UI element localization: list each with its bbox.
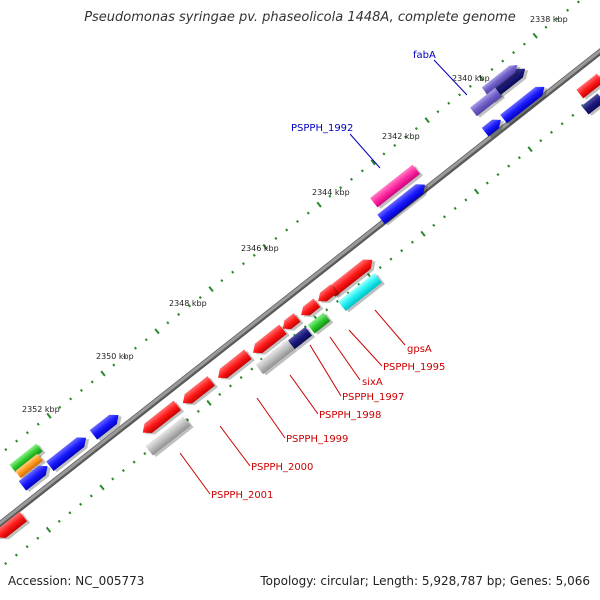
gene-PSPPH_1992[interactable] (370, 164, 423, 210)
genome-backbone (0, 48, 600, 528)
connector-PSPPH_1992 (349, 133, 381, 169)
tick-label-2344: 2344 kbp (312, 188, 350, 197)
accession-text: Accession: NC_005773 (8, 574, 145, 588)
tick-label-2338: 2338 kbp (530, 15, 568, 24)
tick-label-2342: 2342 kbp (382, 132, 420, 141)
gene-PSPPH_1995[interactable] (315, 284, 341, 308)
gene-green-2348[interactable] (307, 312, 334, 336)
gene-label-sixA[interactable]: sixA (362, 377, 383, 388)
gene-label-fabA[interactable]: fabA (413, 50, 436, 61)
gene-blue-2352[interactable] (89, 409, 126, 442)
gene-red-2350[interactable] (214, 349, 255, 385)
connector-sixA (329, 336, 361, 381)
gene-red-2352[interactable] (139, 400, 185, 440)
gene-blue-2353[interactable] (46, 432, 93, 473)
gene-label-PSPPH_1992[interactable]: PSPPH_1992 (291, 123, 353, 134)
tick-label-2348: 2348 kbp (169, 299, 207, 308)
gene-blue-small-2340[interactable] (481, 115, 508, 139)
tick-label-2350: 2350 kbp (96, 352, 134, 361)
tick-row-upper (4, 0, 580, 452)
tick-label-2346: 2346 kbp (241, 244, 279, 253)
gene-red-2346[interactable] (327, 254, 379, 299)
gene-label-PSPPH_1999[interactable]: PSPPH_1999 (286, 434, 348, 445)
gene-labels: fabA PSPPH_1992 gpsA PSPPH_1995 sixA PSP… (211, 50, 445, 501)
gene-gpsA[interactable] (338, 272, 385, 313)
map-title: Pseudomonas syringae pv. phaseolicola 14… (84, 10, 516, 25)
gene-features (0, 61, 600, 545)
gene-PSPPH_1998[interactable] (249, 324, 290, 360)
tick-labels: 2338 kbp 2340 kbp 2342 kbp 2344 kbp 2346… (22, 15, 568, 414)
gene-blue-left[interactable] (18, 460, 55, 493)
genome-summary-text: Topology: circular; Length: 5,928,787 bp… (260, 574, 590, 588)
gene-sixA[interactable] (280, 312, 304, 335)
gene-PSPPH_1999[interactable] (255, 339, 298, 376)
gene-purple-block[interactable] (470, 87, 506, 119)
gene-label-PSPPH_2000[interactable]: PSPPH_2000 (251, 462, 313, 473)
gene-blue-2340[interactable] (500, 82, 551, 126)
connector-PSPPH_1998 (289, 374, 319, 415)
gene-navy-edge[interactable] (581, 93, 600, 117)
connector-PSPPH_1999 (256, 397, 286, 439)
connector-PSPPH_1995 (348, 329, 383, 367)
connector-fabA (433, 59, 468, 96)
tick-label-2340: 2340 kbp (452, 74, 490, 83)
gene-green-left[interactable] (9, 443, 46, 475)
gene-label-gpsA[interactable]: gpsA (407, 344, 432, 355)
gene-PSPPH_2001[interactable] (145, 416, 194, 458)
gene-PSPPH_2000[interactable] (179, 375, 218, 410)
gene-label-PSPPH_2001[interactable]: PSPPH_2001 (211, 490, 273, 501)
gene-label-PSPPH_1995[interactable]: PSPPH_1995 (383, 362, 445, 373)
gene-label-PSPPH_1997[interactable]: PSPPH_1997 (342, 392, 404, 403)
gene-fabA-purple[interactable] (481, 61, 524, 97)
gene-red-left-edge[interactable] (0, 511, 31, 545)
connector-gpsA (374, 309, 406, 346)
gene-red-small-2348[interactable] (298, 298, 324, 322)
gene-PSPPH_1997[interactable] (287, 326, 316, 352)
tick-label-2352: 2352 kbp (22, 405, 60, 414)
connector-PSPPH_1997 (309, 344, 342, 397)
connector-PSPPH_2000 (219, 425, 251, 467)
label-connectors (179, 59, 468, 495)
gene-label-PSPPH_1998[interactable]: PSPPH_1998 (319, 410, 381, 421)
gene-orange-left[interactable] (15, 453, 46, 481)
connector-PSPPH_2001 (179, 452, 211, 495)
gene-blue-2344[interactable] (377, 179, 431, 226)
